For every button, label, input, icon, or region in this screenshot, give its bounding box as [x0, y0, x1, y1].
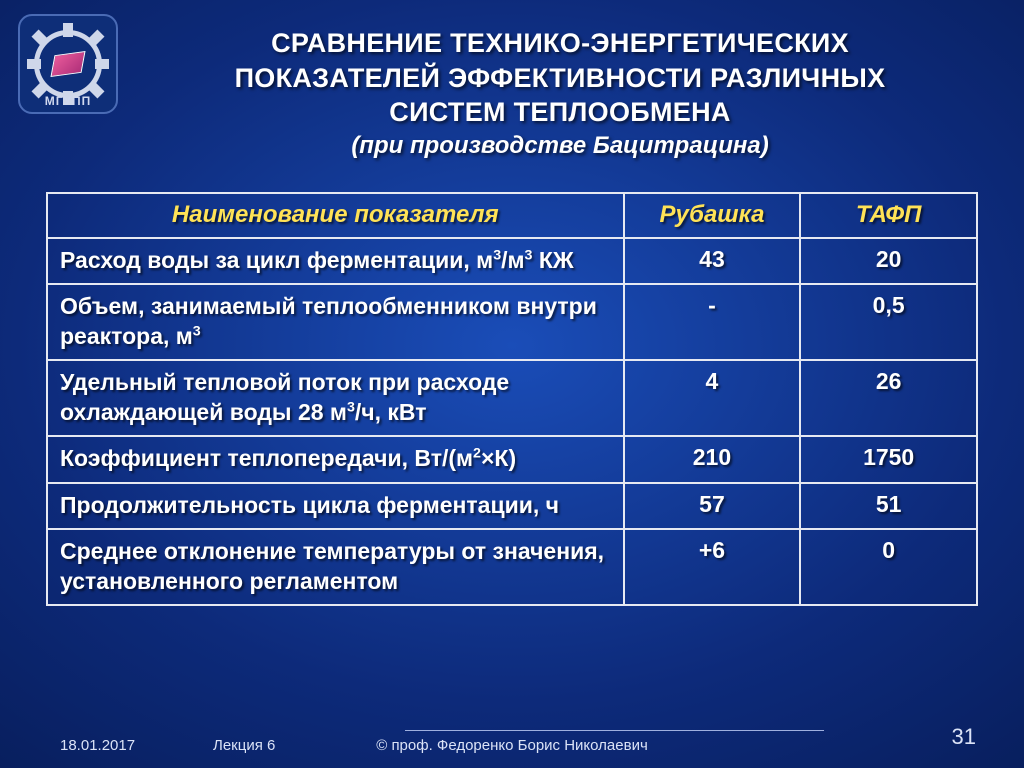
title-line-3: СИСТЕМ ТЕПЛООБМЕНА [389, 97, 730, 127]
table-header-name: Наименование показателя [47, 193, 624, 238]
table-row: Расход воды за цикл ферментации, м3/м3 К… [47, 238, 977, 284]
row-value-col1: 4 [624, 360, 801, 436]
row-value-col1: 57 [624, 483, 801, 529]
row-value-col1: +6 [624, 529, 801, 605]
logo-label: МГУПП [20, 94, 116, 108]
row-value-col1: 43 [624, 238, 801, 284]
row-value-col1: - [624, 284, 801, 360]
title-subtitle: (при производстве Бацитрацина) [136, 132, 984, 160]
title-line-2: ПОКАЗАТЕЛЕЙ ЭФФЕКТИВНОСТИ РАЗЛИЧНЫХ [235, 63, 886, 93]
table-row: Продолжительность цикла ферментации, ч57… [47, 483, 977, 529]
footer-page: 31 [952, 724, 976, 750]
table-header-col1: Рубашка [624, 193, 801, 238]
row-value-col2: 0 [800, 529, 977, 605]
row-param: Среднее отклонение температуры от значен… [47, 529, 624, 605]
row-param: Объем, занимаемый теплообменником внутри… [47, 284, 624, 360]
row-value-col2: 26 [800, 360, 977, 436]
table-row: Коэффициент теплопередачи, Вт/(м2×К)2101… [47, 436, 977, 482]
table-row: Среднее отклонение температуры от значен… [47, 529, 977, 605]
slide-title: СРАВНЕНИЕ ТЕХНИКО-ЭНЕРГЕТИЧЕСКИХ ПОКАЗАТ… [136, 26, 984, 160]
table-header-col2: ТАФП [800, 193, 977, 238]
title-line-1: СРАВНЕНИЕ ТЕХНИКО-ЭНЕРГЕТИЧЕСКИХ [271, 28, 849, 58]
footer-author: © проф. Федоренко Борис Николаевич [0, 737, 1024, 754]
table-row: Объем, занимаемый теплообменником внутри… [47, 284, 977, 360]
comparison-table: Наименование показателяРубашкаТАФП Расхо… [46, 192, 978, 606]
row-param: Продолжительность цикла ферментации, ч [47, 483, 624, 529]
row-value-col2: 0,5 [800, 284, 977, 360]
row-value-col1: 210 [624, 436, 801, 482]
university-logo: МГУПП [18, 14, 118, 114]
table-row: Удельный тепловой поток при расходе охла… [47, 360, 977, 436]
row-value-col2: 20 [800, 238, 977, 284]
row-param: Коэффициент теплопередачи, Вт/(м2×К) [47, 436, 624, 482]
slide-footer: 18.01.2017 Лекция 6 © проф. Федоренко Бо… [0, 728, 1024, 754]
row-param: Расход воды за цикл ферментации, м3/м3 К… [47, 238, 624, 284]
row-param: Удельный тепловой поток при расходе охла… [47, 360, 624, 436]
row-value-col2: 51 [800, 483, 977, 529]
row-value-col2: 1750 [800, 436, 977, 482]
